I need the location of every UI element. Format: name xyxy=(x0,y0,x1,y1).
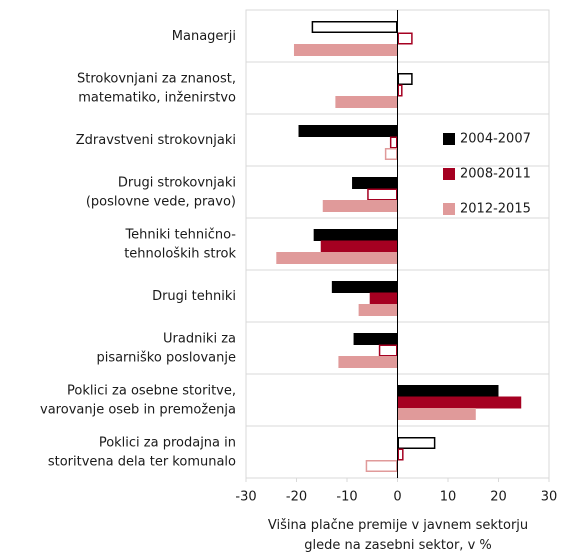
bar xyxy=(331,281,398,293)
category-label: Zdravstveni strokovnjaki xyxy=(76,133,236,148)
bar xyxy=(397,437,436,449)
legend-swatch xyxy=(443,203,455,215)
text-line: matematiko, inženirstvo xyxy=(78,90,236,105)
bar xyxy=(397,32,413,45)
category-label: Strokovnjani za znanost, matematiko, inže… xyxy=(77,71,236,105)
bar xyxy=(378,344,398,357)
x-tick-label: -10 xyxy=(336,490,357,505)
text-line: Tehniki tehnično- xyxy=(124,227,236,242)
text-line: Zdravstveni strokovnjaki xyxy=(76,133,236,148)
text-line: Strokovnjani za znanost, xyxy=(77,71,236,86)
bar xyxy=(397,84,403,97)
bar xyxy=(397,448,404,461)
legend-swatch xyxy=(443,168,455,180)
text-line: varovanje oseb in premoženja xyxy=(40,402,236,417)
bar xyxy=(335,96,398,108)
bar xyxy=(311,21,398,33)
legend-label: 2012-2015 xyxy=(460,202,531,217)
bar xyxy=(358,304,398,316)
category-label: Tehniki tehnično-tehnoloških strok xyxy=(124,227,236,261)
bar xyxy=(389,136,398,149)
x-tick-label: -30 xyxy=(235,490,256,505)
text-line: pisarniško poslovanje xyxy=(96,350,236,365)
bar xyxy=(365,460,398,472)
legend-swatch xyxy=(443,133,455,145)
bar xyxy=(276,252,398,264)
x-tick-label: 30 xyxy=(541,490,558,505)
text-line: Poklici za osebne storitve, xyxy=(67,383,236,398)
x-tick-label: -20 xyxy=(286,490,307,505)
text-line: (poslovne vede, pravo) xyxy=(86,194,236,209)
bar xyxy=(397,385,499,397)
category-label: Poklici za prodajna in storitvena dela te… xyxy=(48,435,236,469)
text-line: glede na zasebni sektor, v % xyxy=(304,538,492,553)
x-tick-label: 20 xyxy=(490,490,507,505)
x-tick-label: 10 xyxy=(440,490,457,505)
text-line: Uradniki za xyxy=(163,331,236,346)
category-label: Drugi strokovnjaki (poslovne vede, pravo) xyxy=(86,175,236,209)
category-label: Poklici za osebne storitve, varovanje ose… xyxy=(40,383,236,417)
text-line: Višina plačne premije v javnem sektorju xyxy=(268,518,528,533)
bar xyxy=(369,292,398,305)
text-line: Poklici za prodajna in xyxy=(99,435,236,450)
bar xyxy=(352,177,398,189)
bar xyxy=(322,200,398,212)
bar xyxy=(367,188,398,201)
x-tick-label: 0 xyxy=(393,490,401,505)
text-line: tehnoloških strok xyxy=(124,246,236,261)
bar xyxy=(298,125,398,137)
bar xyxy=(384,148,398,160)
legend-label: 2004-2007 xyxy=(460,132,531,147)
text-line: Managerji xyxy=(172,29,236,44)
category-label: Uradniki za pisarniško poslovanje xyxy=(96,331,236,365)
bar xyxy=(353,333,398,345)
text-line: Drugi tehniki xyxy=(152,289,236,304)
bar xyxy=(397,408,476,420)
bar xyxy=(338,356,398,368)
bar xyxy=(397,396,522,409)
text-line: Drugi strokovnjaki xyxy=(118,175,236,190)
text-line: storitvena dela ter komunalo xyxy=(48,454,236,469)
bar xyxy=(320,240,398,253)
category-label: Managerji xyxy=(172,29,236,44)
legend-label: 2008-2011 xyxy=(460,167,531,182)
bar xyxy=(293,44,398,56)
bar xyxy=(397,73,413,85)
bar xyxy=(313,229,398,241)
x-axis-label: Višina plačne premije v javnem sektorju g… xyxy=(268,518,528,553)
category-label: Drugi tehniki xyxy=(152,289,236,304)
